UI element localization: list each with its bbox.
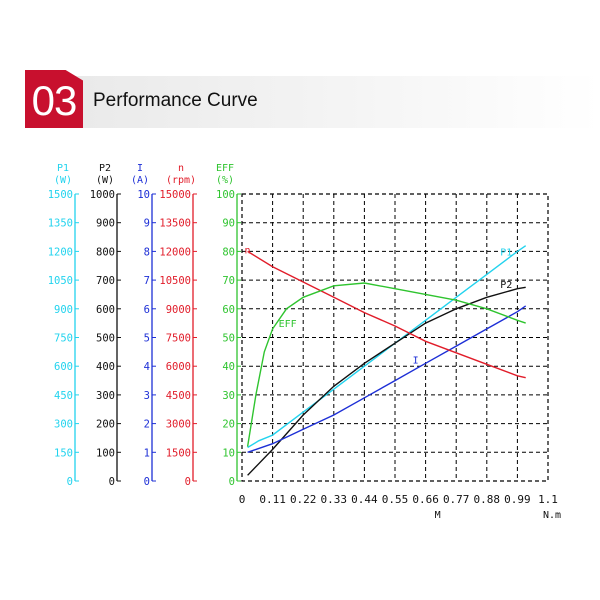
y-tick-label: 200 [96, 419, 115, 431]
y-tick-label: 50 [222, 333, 235, 345]
series-label-p1: P1 [500, 248, 512, 259]
y-axis-name-n: n [178, 163, 184, 174]
y-tick-label: 8 [144, 246, 150, 258]
y-tick-label: 500 [96, 333, 115, 345]
y-tick-label: 7500 [166, 333, 191, 345]
y-tick-label: 900 [96, 218, 115, 230]
y-axes: P1(W)01503004506007509001050120013501500… [48, 163, 241, 488]
y-tick-label: 1000 [90, 189, 115, 201]
y-tick-label: 750 [54, 333, 73, 345]
y-tick-label: 5 [144, 333, 150, 345]
y-tick-label: 13500 [159, 218, 191, 230]
x-tick-label: 0.66 [412, 493, 439, 506]
y-tick-label: 100 [96, 447, 115, 459]
series-line-eff [246, 282, 526, 447]
y-tick-label: 90 [222, 218, 235, 230]
chart-grid [241, 193, 549, 482]
y-tick-label: 0 [229, 476, 235, 488]
y-tick-label: 3 [144, 390, 150, 402]
x-tick-label: 0.88 [474, 493, 501, 506]
y-tick-label: 400 [96, 361, 115, 373]
y-tick-label: 1500 [48, 189, 73, 201]
y-tick-label: 1200 [48, 246, 73, 258]
y-tick-label: 10 [222, 447, 235, 459]
series-label-p2: P2 [500, 280, 512, 291]
y-tick-label: 10 [137, 189, 150, 201]
series-line-p2 [247, 286, 526, 476]
y-tick-label: 40 [222, 361, 235, 373]
x-axis-label: M [435, 510, 441, 521]
y-tick-label: 9000 [166, 304, 191, 316]
y-tick-label: 300 [54, 419, 73, 431]
y-tick-label: 60 [222, 304, 235, 316]
y-tick-label: 20 [222, 419, 235, 431]
section-number: 03 [31, 77, 78, 124]
section-number-badge [25, 70, 83, 128]
y-tick-label: 7 [144, 275, 150, 287]
x-axis: 0 0.11 0.22 0.33 0.44 0.55 0.66 0.77 0.88 0.99 1.1… [239, 493, 561, 521]
y-tick-label: 700 [96, 275, 115, 287]
y-tick-label: 0 [67, 476, 73, 488]
y-tick-label: 1350 [48, 218, 73, 230]
y-axis-unit-p2: (W) [96, 175, 114, 186]
x-tick-label: 0.99 [504, 493, 531, 506]
y-tick-label: 800 [96, 246, 115, 258]
y-tick-label: 0 [109, 476, 115, 488]
y-tick-label: 1050 [48, 275, 73, 287]
y-axis-name-p2: P2 [99, 163, 111, 174]
y-tick-label: 6000 [166, 361, 191, 373]
y-tick-label: 1 [144, 447, 150, 459]
plot-border [241, 193, 549, 482]
y-axis-name-i: I [137, 163, 143, 174]
x-axis-unit: N.m [543, 510, 561, 521]
y-tick-label: 300 [96, 390, 115, 402]
series-lines: P1 P2 In EFF [245, 245, 527, 476]
y-tick-label: 150 [54, 447, 73, 459]
series-line-p1 [247, 245, 527, 449]
y-axis-name-p1: P1 [57, 163, 69, 174]
y-axis-unit-eff: (%) [216, 175, 234, 186]
series-label-i: I [413, 355, 419, 366]
x-tick-label: 0.22 [290, 493, 317, 506]
y-tick-label: 600 [54, 361, 73, 373]
series-label-eff: EFF [279, 319, 297, 330]
y-tick-label: 0 [144, 476, 150, 488]
series-label-n: n [245, 245, 251, 256]
y-tick-label: 0 [185, 476, 191, 488]
header-band [25, 76, 600, 128]
x-tick-label: 0.55 [382, 493, 409, 506]
y-tick-label: 1500 [166, 447, 191, 459]
x-tick-label: 0.77 [443, 493, 470, 506]
y-tick-label: 2 [144, 419, 150, 431]
section-title: Performance Curve [93, 90, 258, 111]
series-line-i [247, 305, 527, 453]
x-tick-label: 0.33 [321, 493, 348, 506]
x-tick-label: 0 [239, 493, 246, 506]
y-tick-label: 900 [54, 304, 73, 316]
y-tick-label: 12000 [159, 246, 191, 258]
y-tick-label: 4 [144, 361, 150, 373]
y-tick-label: 10500 [159, 275, 191, 287]
y-tick-label: 600 [96, 304, 115, 316]
x-tick-label: 0.44 [351, 493, 378, 506]
y-tick-label: 4500 [166, 390, 191, 402]
y-axis-unit-p1: (W) [54, 175, 72, 186]
y-axis-unit-n: (rpm) [166, 175, 196, 186]
section-header: 03 Performance Curve [0, 70, 600, 128]
y-axis-unit-i: (A) [131, 175, 149, 186]
y-tick-label: 15000 [159, 189, 191, 201]
y-tick-label: 100 [216, 189, 235, 201]
x-tick-label: 1.1 [538, 493, 558, 506]
y-tick-label: 6 [144, 304, 150, 316]
y-tick-label: 80 [222, 246, 235, 258]
y-tick-label: 70 [222, 275, 235, 287]
y-tick-label: 3000 [166, 419, 191, 431]
y-tick-label: 30 [222, 390, 235, 402]
y-tick-label: 9 [144, 218, 150, 230]
y-tick-label: 450 [54, 390, 73, 402]
x-tick-label: 0.11 [259, 493, 286, 506]
y-axis-name-eff: EFF [216, 163, 234, 174]
series-line-n [247, 250, 526, 379]
